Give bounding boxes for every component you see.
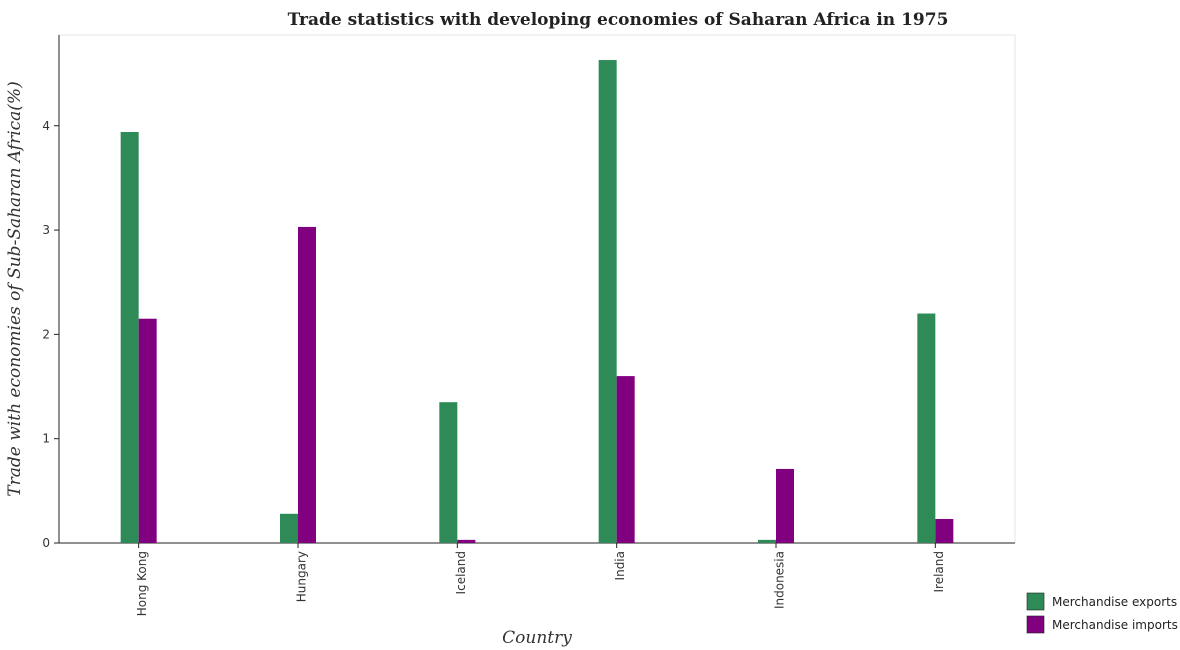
y-tick-label: 0 [42,536,50,550]
bar-imports [138,318,157,543]
x-tick-label: Hungary [295,551,309,602]
legend-label: Merchandise exports [1052,595,1177,609]
bar-exports [280,513,298,543]
y-tick-label: 3 [42,223,50,237]
x-axis-label: Country [502,628,572,648]
bar-imports [457,539,476,543]
y-tick-label: 4 [42,119,50,133]
chart-title: Trade statistics with developing economi… [288,10,949,30]
x-tick-label: Iceland [454,551,468,594]
x-tick-label: Indonesia [773,551,787,609]
legend-label: Merchandise imports [1052,618,1178,632]
legend-swatch [1026,615,1045,634]
x-tick-label: Ireland [932,551,946,593]
bar-imports [616,376,635,543]
bar-exports [917,313,936,543]
bar-imports [935,519,954,543]
bar-exports [758,539,776,543]
bar-imports [776,468,794,543]
x-tick-label: India [613,551,627,580]
bars [120,60,954,544]
legend: Merchandise exports Merchandise imports [1026,592,1178,634]
legend-swatch [1026,592,1045,611]
y-axis-ticks: 0 1 2 3 4 [42,119,59,550]
x-axis-ticks: Hong Kong Hungary Iceland India Indonesia Ire… [135,543,946,616]
bar-exports [598,60,617,543]
bar-exports [439,402,458,543]
x-tick-label: Hong Kong [135,551,149,616]
y-tick-label: 2 [42,327,50,341]
bar-imports [298,226,316,543]
bar-exports [120,132,139,544]
y-tick-label: 1 [42,432,50,446]
plot-area [58,34,1016,544]
y-axis-label: Trade with economies of Sub-Saharan Afri… [5,81,25,496]
